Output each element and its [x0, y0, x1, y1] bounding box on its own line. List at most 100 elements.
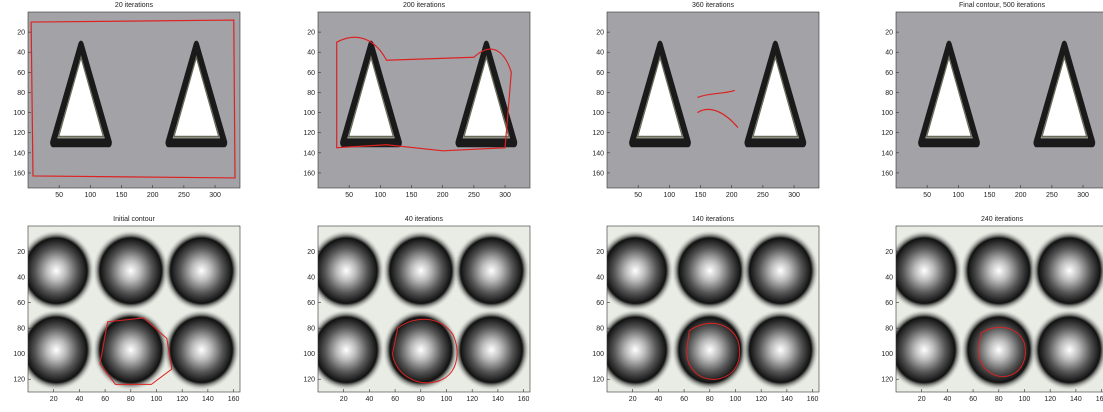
x-tick-label: 250: [468, 192, 480, 199]
y-tick-label: 100: [303, 110, 315, 117]
blob: [18, 230, 95, 312]
y-tick-label: 160: [13, 170, 25, 177]
panel-title: 140 iterations: [692, 216, 735, 223]
x-tick-label: 150: [695, 192, 707, 199]
blob: [92, 309, 169, 391]
x-tick-label: 100: [1019, 396, 1031, 403]
y-tick-label: 60: [885, 300, 893, 307]
x-tick-label: 250: [757, 192, 769, 199]
y-tick-label: 80: [307, 326, 315, 333]
y-tick-label: 160: [592, 170, 604, 177]
y-tick-label: 160: [881, 170, 893, 177]
y-tick-label: 60: [596, 70, 604, 77]
x-tick-label: 200: [437, 192, 449, 199]
x-tick-label: 80: [706, 396, 714, 403]
y-tick-label: 80: [17, 326, 25, 333]
y-tick-label: 40: [307, 50, 315, 57]
blob: [453, 309, 530, 391]
y-tick-label: 20: [17, 30, 25, 37]
panel-title: 240 iterations: [981, 216, 1024, 223]
panel-title: 20 iterations: [115, 2, 154, 9]
x-tick-label: 100: [730, 396, 742, 403]
figure: 20 iterations 50 100 150 200 250 300 20 40 60 80 10…: [0, 0, 1103, 412]
y-tick-label: 40: [17, 275, 25, 282]
image-content: [896, 12, 1103, 213]
y-tick-label: 140: [592, 150, 604, 157]
x-tick-label: 140: [781, 396, 793, 403]
blob: [671, 309, 748, 391]
x-tick-label: 60: [969, 396, 977, 403]
x-tick-label: 160: [1096, 396, 1103, 403]
image: [896, 12, 1103, 213]
image: [308, 226, 575, 412]
x-tick-label: 50: [55, 192, 63, 199]
x-tick-label: 100: [375, 192, 387, 199]
x-tick-label: 200: [1015, 192, 1027, 199]
x-tick-label: 300: [499, 192, 511, 199]
x-tick-label: 160: [807, 396, 819, 403]
y-tick-label: 100: [881, 351, 893, 358]
y-tick-label: 120: [881, 377, 893, 384]
y-tick-label: 40: [596, 50, 604, 57]
y-tick-label: 120: [303, 377, 315, 384]
x-tick-label: 20: [50, 396, 58, 403]
x-tick-label: 120: [466, 396, 478, 403]
image: [597, 226, 864, 412]
panel-title: Final contour, 500 iterations: [959, 2, 1045, 9]
y-tick-label: 40: [307, 275, 315, 282]
x-tick-label: 250: [178, 192, 190, 199]
y-tick-label: 20: [307, 249, 315, 256]
y-tick-label: 120: [881, 130, 893, 137]
panel: 240 iterations20406080100120140160204060…: [881, 216, 1103, 412]
x-tick-label: 200: [147, 192, 159, 199]
x-tick-label: 100: [85, 192, 97, 199]
x-tick-label: 150: [984, 192, 996, 199]
panel: 200 iterations50100150200250300204060801…: [303, 2, 567, 213]
y-tick-label: 80: [885, 90, 893, 97]
panel-title: Initial contour: [113, 216, 155, 223]
x-tick-label: 20: [918, 396, 926, 403]
x-tick-label: 100: [953, 192, 965, 199]
blob: [382, 230, 459, 312]
image-content: [308, 226, 575, 412]
y-tick-label: 120: [13, 130, 25, 137]
y-tick-label: 20: [885, 249, 893, 256]
x-tick-label: 60: [680, 396, 688, 403]
image: [18, 226, 285, 412]
blob: [886, 230, 963, 312]
y-tick-label: 120: [592, 377, 604, 384]
blob: [453, 230, 530, 312]
x-tick-label: 300: [1077, 192, 1089, 199]
y-tick-label: 40: [17, 50, 25, 57]
x-tick-label: 100: [151, 396, 163, 403]
x-tick-label: 100: [441, 396, 453, 403]
y-tick-label: 140: [303, 150, 315, 157]
y-tick-label: 120: [303, 130, 315, 137]
y-tick-label: 20: [885, 30, 893, 37]
x-tick-label: 160: [228, 396, 240, 403]
x-tick-label: 300: [788, 192, 800, 199]
blob: [597, 309, 674, 391]
blob: [163, 309, 240, 391]
y-tick-label: 60: [596, 300, 604, 307]
panel-title: 200 iterations: [403, 2, 446, 9]
x-tick-label: 20: [629, 396, 637, 403]
y-tick-label: 60: [307, 70, 315, 77]
y-tick-label: 80: [596, 90, 604, 97]
y-tick-label: 60: [17, 300, 25, 307]
blob: [597, 230, 674, 312]
y-tick-label: 20: [17, 249, 25, 256]
y-tick-label: 20: [596, 30, 604, 37]
x-tick-label: 150: [406, 192, 418, 199]
x-tick-label: 150: [116, 192, 128, 199]
y-tick-label: 140: [13, 150, 25, 157]
x-tick-label: 40: [365, 396, 373, 403]
y-tick-label: 140: [881, 150, 893, 157]
y-tick-label: 100: [592, 110, 604, 117]
y-tick-label: 80: [596, 326, 604, 333]
y-tick-label: 80: [17, 90, 25, 97]
image: [886, 226, 1103, 412]
y-tick-label: 40: [885, 50, 893, 57]
y-tick-label: 100: [303, 351, 315, 358]
